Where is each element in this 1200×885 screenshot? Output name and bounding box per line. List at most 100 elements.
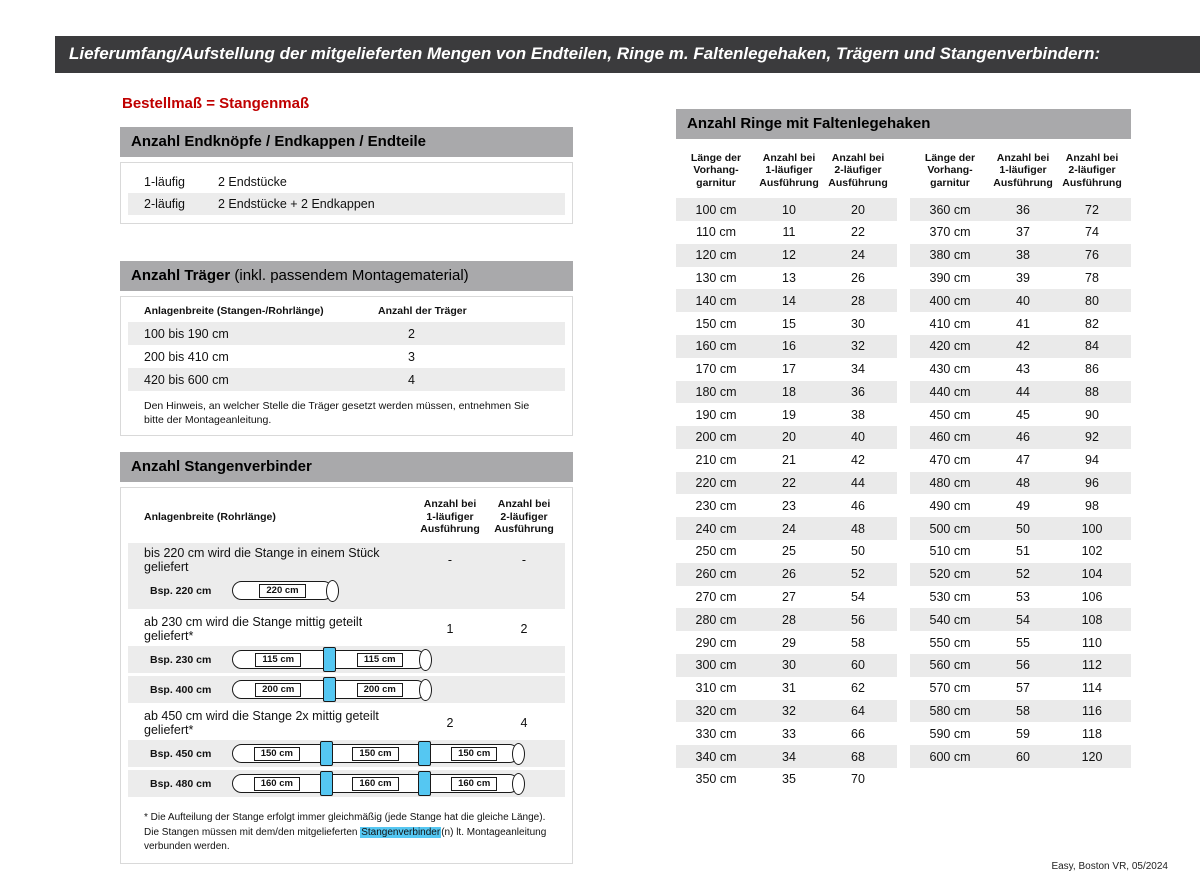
ring-count-2-laeufig: 112 <box>1082 658 1102 673</box>
ring-length: 540 cm <box>929 612 971 627</box>
ring-table-row: 150 cm 15 30 <box>676 312 897 335</box>
ring-count-1-laeufig: 28 <box>782 612 796 627</box>
ring-length: 470 cm <box>929 453 971 468</box>
ring-length: 580 cm <box>929 704 971 719</box>
rod-segment: 200 cm <box>233 682 324 697</box>
ring-count-1-laeufig: 36 <box>1016 202 1030 217</box>
ring-count-2-laeufig: 72 <box>1085 202 1099 217</box>
verbinder-count-2: - <box>521 553 527 568</box>
rings-table-100-350: Länge der Vorhang- garnitur Anzahl bei 1… <box>676 148 897 791</box>
ring-length: 120 cm <box>695 248 737 263</box>
ring-length: 160 cm <box>695 339 737 354</box>
verbinder-rule-row: bis 220 cm wird die Stange in einem Stüc… <box>128 546 565 574</box>
rings-col-one-run: Anzahl bei 1-läufiger Ausführung <box>993 152 1053 189</box>
ring-length: 590 cm <box>929 726 971 741</box>
rod-examples: Bsp. 450 cm 150 cm 150 cm 150 cm Bsp. 480 … <box>128 740 565 798</box>
right-column: Anzahl Ringe mit Faltenlegehaken Länge d… <box>676 109 1131 791</box>
rod-segment: 115 cm <box>233 652 324 667</box>
rings-col-two-run: Anzahl bei 2-läufiger Ausführung <box>1062 152 1122 189</box>
ring-length: 490 cm <box>929 498 971 513</box>
rod-segment-length: 200 cm <box>255 682 302 697</box>
ring-table-row: 530 cm 53 106 <box>910 586 1131 609</box>
ring-count-1-laeufig: 10 <box>782 202 796 217</box>
traeger-row: 420 bis 600 cm 4 <box>128 368 565 391</box>
verbinder-count-1: 1 <box>446 622 454 637</box>
ring-count-2-laeufig: 26 <box>851 270 865 285</box>
ring-length: 150 cm <box>695 316 737 331</box>
ring-count-2-laeufig: 110 <box>1082 635 1102 650</box>
rod-connector <box>322 677 336 703</box>
ring-length: 500 cm <box>929 521 971 536</box>
ring-length: 210 cm <box>695 453 737 468</box>
ring-length: 440 cm <box>929 384 971 399</box>
ring-length: 550 cm <box>929 635 971 650</box>
endteile-row: 1-läufig 2 Endstücke <box>128 171 565 193</box>
section-title-endteile: Anzahl Endknöpfe / Endkappen / Endteile <box>120 127 573 157</box>
rod-segment: 220 cm <box>233 583 332 598</box>
rod-segment-length: 150 cm <box>352 746 399 761</box>
ring-length: 170 cm <box>695 362 737 377</box>
ring-length: 430 cm <box>929 362 971 377</box>
ring-count-2-laeufig: 40 <box>851 430 865 445</box>
ring-table-row: 260 cm 26 52 <box>676 562 897 586</box>
ring-count-2-laeufig: 84 <box>1085 339 1099 354</box>
ring-table-row: 340 cm 34 68 <box>676 745 897 769</box>
ring-count-1-laeufig: 44 <box>1016 384 1030 399</box>
order-size-note: Bestellmaß = Stangenmaß <box>122 95 310 112</box>
rod-end-cap <box>326 579 339 602</box>
ring-table-row: 370 cm 37 74 <box>910 221 1131 244</box>
ring-count-2-laeufig: 96 <box>1085 476 1099 491</box>
ring-count-2-laeufig: 74 <box>1085 225 1099 240</box>
ring-count-2-laeufig: 34 <box>851 362 865 377</box>
traeger-range: 200 bis 410 cm <box>144 349 229 364</box>
rod-segment: 160 cm <box>332 776 420 791</box>
ring-count-1-laeufig: 13 <box>782 270 796 285</box>
ring-count-2-laeufig: 54 <box>851 590 865 605</box>
ring-count-1-laeufig: 30 <box>782 658 796 673</box>
ring-table-row: 550 cm 55 110 <box>910 631 1131 654</box>
rod-body: 200 cm 200 cm <box>232 677 426 703</box>
ring-length: 180 cm <box>695 384 737 399</box>
rod-connector <box>418 741 432 767</box>
ring-count-1-laeufig: 33 <box>782 726 796 741</box>
ring-length: 370 cm <box>929 225 971 240</box>
ring-count-2-laeufig: 52 <box>851 567 865 582</box>
endteile-parts: 2 Endstücke + 2 Endkappen <box>218 197 375 211</box>
ring-length: 380 cm <box>929 248 971 263</box>
ring-table-row: 510 cm 51 102 <box>910 540 1131 563</box>
ring-count-1-laeufig: 45 <box>1016 407 1030 422</box>
ring-count-1-laeufig: 53 <box>1016 590 1030 605</box>
ring-count-1-laeufig: 60 <box>1016 749 1030 764</box>
ring-count-1-laeufig: 55 <box>1016 635 1030 650</box>
ring-count-1-laeufig: 19 <box>782 407 796 422</box>
ring-length: 480 cm <box>929 476 971 491</box>
ring-length: 250 cm <box>695 544 737 559</box>
ring-count-2-laeufig: 118 <box>1082 726 1102 741</box>
verbinder-group-bis-220: bis 220 cm wird die Stange in einem Stüc… <box>128 543 565 610</box>
content-area: Bestellmaß = Stangenmaß Anzahl Endknöpfe… <box>120 93 1200 864</box>
ring-count-2-laeufig: 104 <box>1081 567 1103 582</box>
ring-count-2-laeufig: 38 <box>851 407 865 422</box>
rod-graphic: 220 cm <box>232 578 339 604</box>
ring-table-row: 110 cm 11 22 <box>676 221 897 244</box>
ring-table-row: 380 cm 38 76 <box>910 243 1131 267</box>
ring-length: 410 cm <box>929 316 971 331</box>
document-page: { "page": { "title": "Lieferumfang/Aufst… <box>0 36 1200 885</box>
ring-table-row: 160 cm 16 32 <box>676 334 897 358</box>
verbinder-count-1: 2 <box>446 716 454 731</box>
verbinder-group-ab-230: ab 230 cm wird die Stange mittig geteilt… <box>128 615 565 704</box>
ring-count-1-laeufig: 15 <box>782 316 796 331</box>
section-title-verbinder: Anzahl Stangenverbinder <box>120 452 573 483</box>
ring-count-2-laeufig: 30 <box>851 316 865 331</box>
rod-example: Bsp. 480 cm 160 cm 160 cm 160 cm <box>128 770 565 798</box>
section-title-ringe: Anzahl Ringe mit Faltenlegehaken <box>676 109 1131 139</box>
rod-segment: 160 cm <box>430 776 518 791</box>
ring-table-row: 310 cm 31 62 <box>676 677 897 700</box>
ring-count-2-laeufig: 94 <box>1085 453 1099 468</box>
ring-length: 350 cm <box>695 772 737 787</box>
ring-table-row: 170 cm 17 34 <box>676 358 897 381</box>
ring-count-1-laeufig: 22 <box>782 476 796 491</box>
footnote-highlight: Stangenverbinder <box>360 826 442 838</box>
endteile-parts: 2 Endstücke <box>218 175 287 189</box>
ring-table-row: 470 cm 47 94 <box>910 449 1131 472</box>
